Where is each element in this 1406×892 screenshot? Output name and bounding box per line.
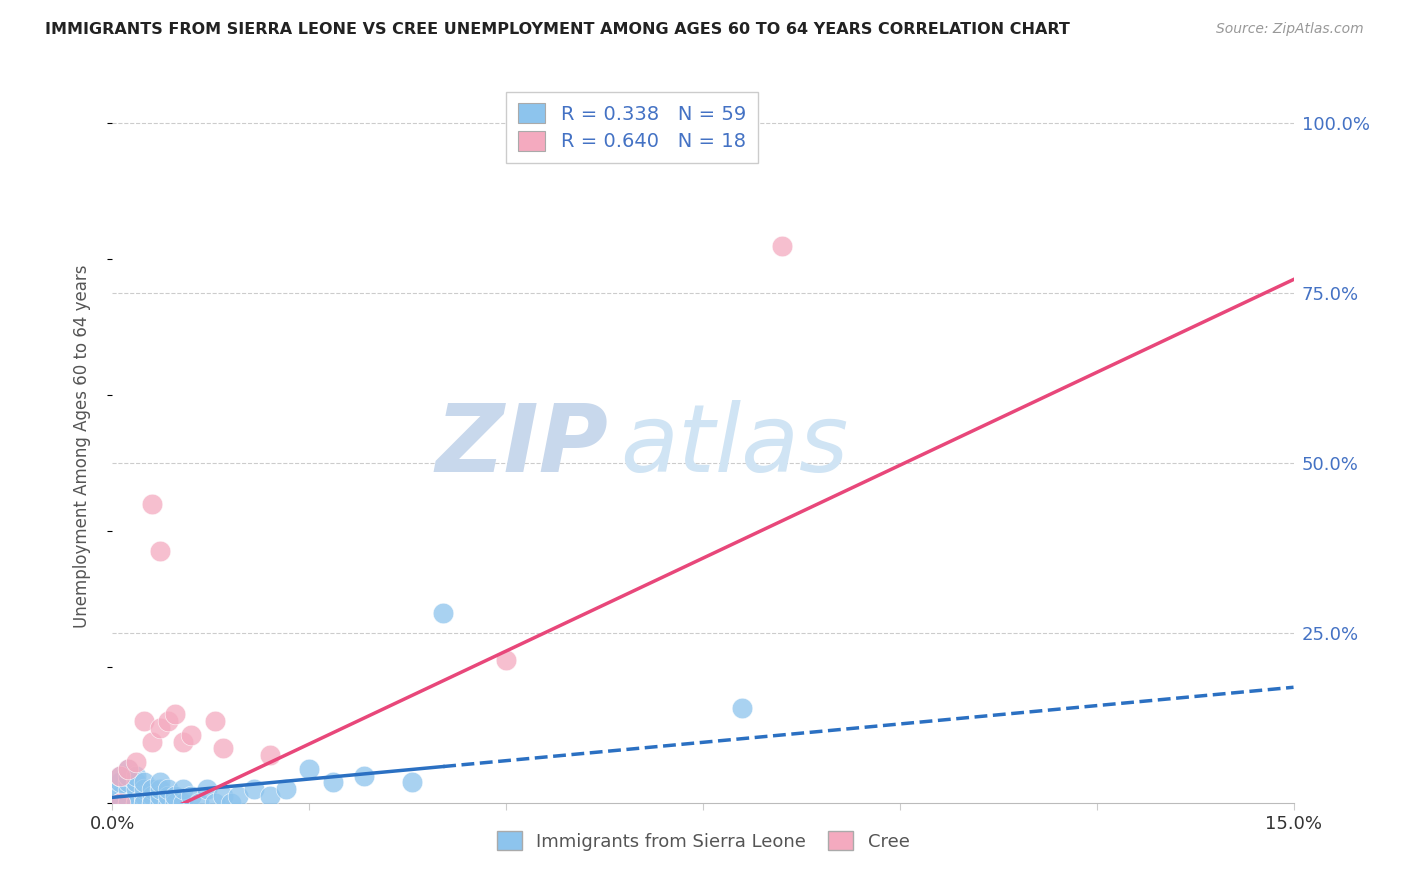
Point (149, 796, 172, 810)
Point (298, 762, 321, 776)
Point (117, 796, 139, 810)
Text: atlas: atlas (620, 401, 849, 491)
Point (180, 728, 202, 742)
Point (110, 796, 132, 810)
Point (149, 782, 172, 797)
Point (211, 741, 233, 756)
Point (125, 769, 148, 783)
Point (132, 789, 155, 803)
Point (117, 782, 139, 797)
Point (195, 782, 218, 797)
Point (110, 782, 132, 797)
Point (132, 782, 155, 797)
Point (274, 782, 297, 797)
Point (117, 762, 139, 776)
Point (243, 782, 266, 797)
Point (132, 796, 155, 810)
Point (156, 789, 179, 803)
Point (125, 796, 148, 810)
Point (172, 782, 194, 797)
Point (432, 606, 454, 620)
Point (110, 769, 132, 783)
Point (353, 769, 375, 783)
Point (141, 782, 163, 797)
Point (132, 796, 155, 810)
Point (156, 714, 179, 729)
Point (219, 796, 242, 810)
Point (149, 544, 172, 558)
Point (125, 775, 148, 789)
Point (117, 789, 139, 803)
Point (204, 714, 226, 729)
Point (156, 796, 179, 810)
Point (156, 782, 179, 797)
Point (110, 775, 132, 789)
Point (495, 653, 517, 667)
Point (149, 775, 172, 789)
Point (259, 789, 281, 803)
Point (125, 796, 148, 810)
Point (322, 775, 344, 789)
Point (204, 796, 226, 810)
Point (110, 796, 132, 810)
Legend: Immigrants from Sierra Leone, Cree: Immigrants from Sierra Leone, Cree (489, 824, 917, 858)
Point (125, 782, 148, 797)
Point (211, 789, 233, 803)
Point (149, 789, 172, 803)
Point (117, 775, 139, 789)
Point (117, 769, 139, 783)
Point (228, 789, 250, 803)
Point (149, 721, 172, 735)
Point (141, 796, 163, 810)
Point (188, 796, 211, 810)
Point (132, 775, 155, 789)
Point (770, 238, 793, 252)
Text: Source: ZipAtlas.com: Source: ZipAtlas.com (1216, 22, 1364, 37)
Point (110, 769, 132, 783)
Point (110, 789, 132, 803)
Point (172, 734, 194, 748)
Point (165, 796, 187, 810)
Point (141, 497, 163, 511)
Point (125, 796, 148, 810)
Point (132, 714, 155, 729)
Point (110, 796, 132, 810)
Point (110, 796, 132, 810)
Text: ZIP: ZIP (436, 400, 609, 492)
Point (141, 796, 163, 810)
Y-axis label: Unemployment Among Ages 60 to 64 years: Unemployment Among Ages 60 to 64 years (73, 264, 91, 628)
Point (172, 796, 194, 810)
Point (259, 748, 281, 763)
Point (731, 700, 754, 714)
Point (141, 734, 163, 748)
Text: IMMIGRANTS FROM SIERRA LEONE VS CREE UNEMPLOYMENT AMONG AGES 60 TO 64 YEARS CORR: IMMIGRANTS FROM SIERRA LEONE VS CREE UNE… (45, 22, 1070, 37)
Point (125, 789, 148, 803)
Point (125, 755, 148, 769)
Point (141, 789, 163, 803)
Point (165, 707, 187, 722)
Point (117, 796, 139, 810)
Point (117, 796, 139, 810)
Point (117, 762, 139, 776)
Point (180, 789, 202, 803)
Point (165, 789, 187, 803)
Point (105, 796, 128, 810)
Point (401, 775, 423, 789)
